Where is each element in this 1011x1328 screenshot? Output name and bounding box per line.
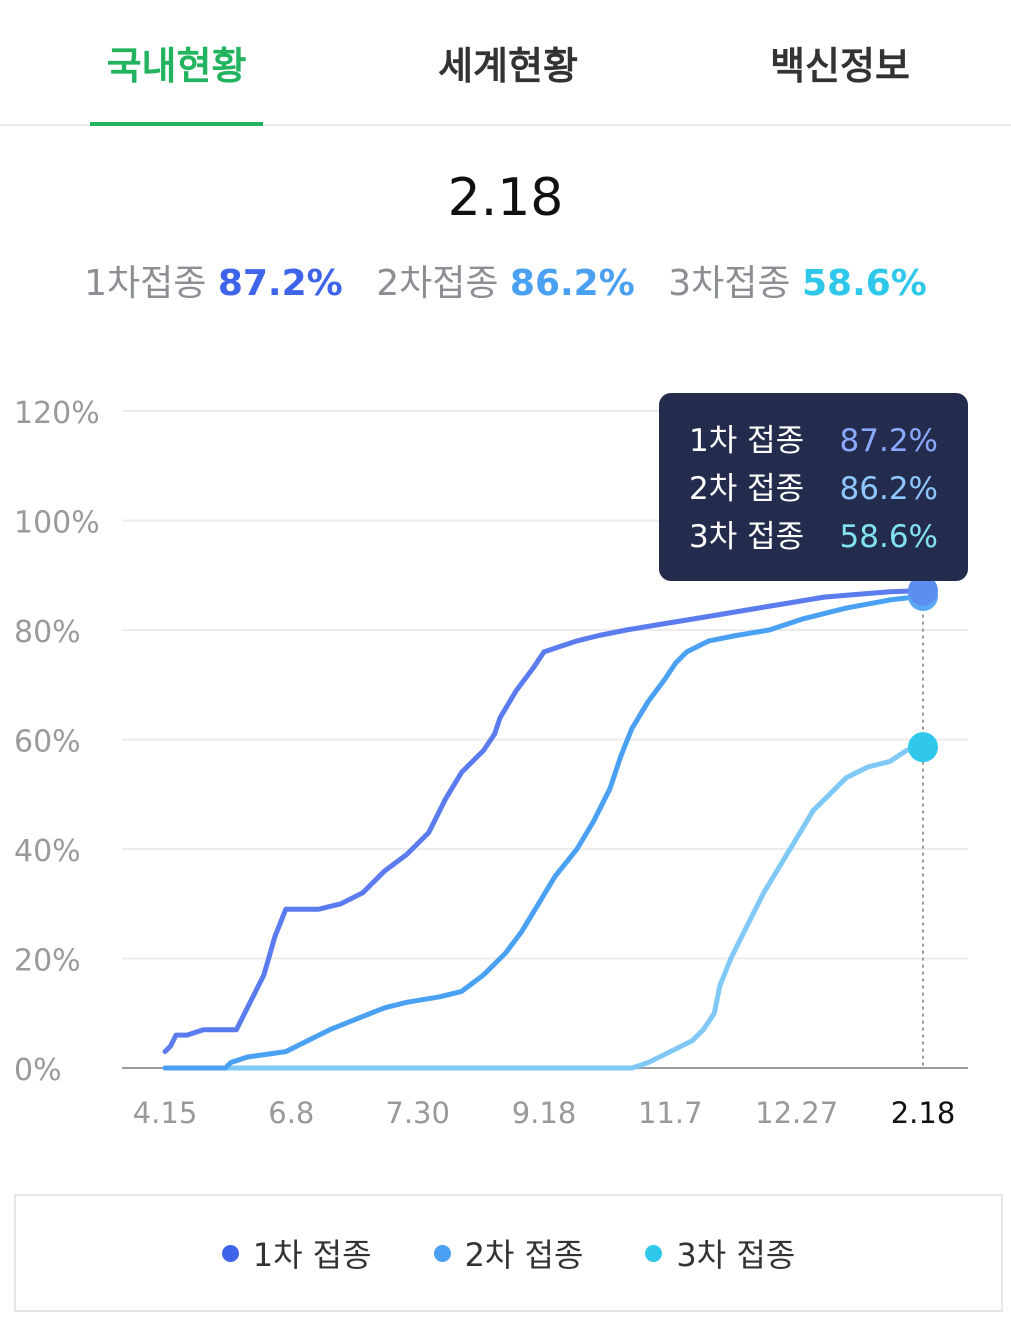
legend-label-dose-3: 3차 접종 <box>676 1236 796 1274</box>
y-tick-label: 100% <box>14 506 100 541</box>
summary-dose-3-value: 58.6% <box>801 263 927 304</box>
x-tick-label: 9.18 <box>512 1096 577 1130</box>
legend-label-dose-2: 2차 접종 <box>464 1236 584 1274</box>
tooltip-label-dose-1: 1차 접종 <box>689 423 804 459</box>
x-tick-label: 4.15 <box>133 1096 198 1130</box>
chart-legend: 1차 접종 2차 접종 3차 접종 <box>14 1194 1003 1312</box>
x-tick-label: 6.8 <box>268 1096 314 1130</box>
legend-item-dose-3[interactable]: 3차 접종 <box>645 1230 795 1276</box>
summary-dose-1-label: 1차접종 <box>84 263 207 304</box>
x-tick-label: 11.7 <box>638 1096 703 1130</box>
summary-dose-2-value: 86.2% <box>509 263 635 304</box>
summary-dose-3: 3차접종 58.6% <box>668 254 927 306</box>
summary-dose-1-value: 87.2% <box>217 263 343 304</box>
y-tick-label: 20% <box>14 944 81 979</box>
legend-dot-dose-2 <box>433 1244 451 1262</box>
series-line-dose-3 <box>162 744 926 1071</box>
summary-dose-2-label: 2차접종 <box>376 263 499 304</box>
tab-vaccine-info[interactable]: 백신정보 <box>770 43 910 88</box>
tooltip-label-dose-2: 2차 접종 <box>689 471 804 507</box>
legend-dot-dose-3 <box>645 1244 663 1262</box>
series-point-dose-1[interactable] <box>908 575 938 606</box>
y-tick-label: 40% <box>14 834 81 869</box>
y-tick-label: 60% <box>14 725 81 760</box>
series-line-dose-1 <box>162 588 926 1055</box>
vaccination-line-chart[interactable]: 0% 20% 40% 60% 80% 100% 120% 4.15 6.8 7.30 9.18 11.… <box>0 370 1011 1160</box>
tab-bar: 국내현황 세계현황 백신정보 <box>0 0 1011 126</box>
tooltip-value-dose-1: 87.2% <box>840 423 938 459</box>
x-tick-label: 7.30 <box>385 1096 450 1130</box>
active-tab-indicator <box>90 122 263 126</box>
tooltip-value-dose-3: 58.6% <box>840 519 938 555</box>
legend-item-dose-1[interactable]: 1차 접종 <box>221 1230 372 1276</box>
tooltip-label-dose-3: 3차 접종 <box>689 519 804 555</box>
y-tick-label: 0% <box>14 1053 62 1088</box>
series-line-dose-2 <box>162 593 926 1071</box>
summary-dose-3-label: 3차접종 <box>668 263 791 304</box>
summary-dose-2: 2차접종 86.2% <box>376 254 635 306</box>
tooltip-value-dose-2: 86.2% <box>840 471 938 507</box>
legend-item-dose-2[interactable]: 2차 접종 <box>433 1230 584 1276</box>
legend-label-dose-1: 1차 접종 <box>252 1236 372 1274</box>
selected-date: 2.18 <box>447 168 564 228</box>
series-point-dose-3[interactable] <box>908 732 938 763</box>
y-tick-label: 80% <box>14 615 81 650</box>
tab-domestic[interactable]: 국내현황 <box>106 43 247 88</box>
legend-dot-dose-1 <box>221 1244 239 1262</box>
summary-dose-1: 1차접종 87.2% <box>84 254 343 306</box>
x-tick-label: 2.18 <box>891 1096 956 1130</box>
y-tick-label: 120% <box>14 396 100 431</box>
chart-tooltip <box>659 393 968 581</box>
vaccination-summary: 1차접종 87.2% 2차접종 86.2% 3차접종 58.6% <box>0 254 1011 306</box>
x-tick-label: 12.27 <box>755 1096 838 1130</box>
tab-world[interactable]: 세계현황 <box>438 43 578 88</box>
